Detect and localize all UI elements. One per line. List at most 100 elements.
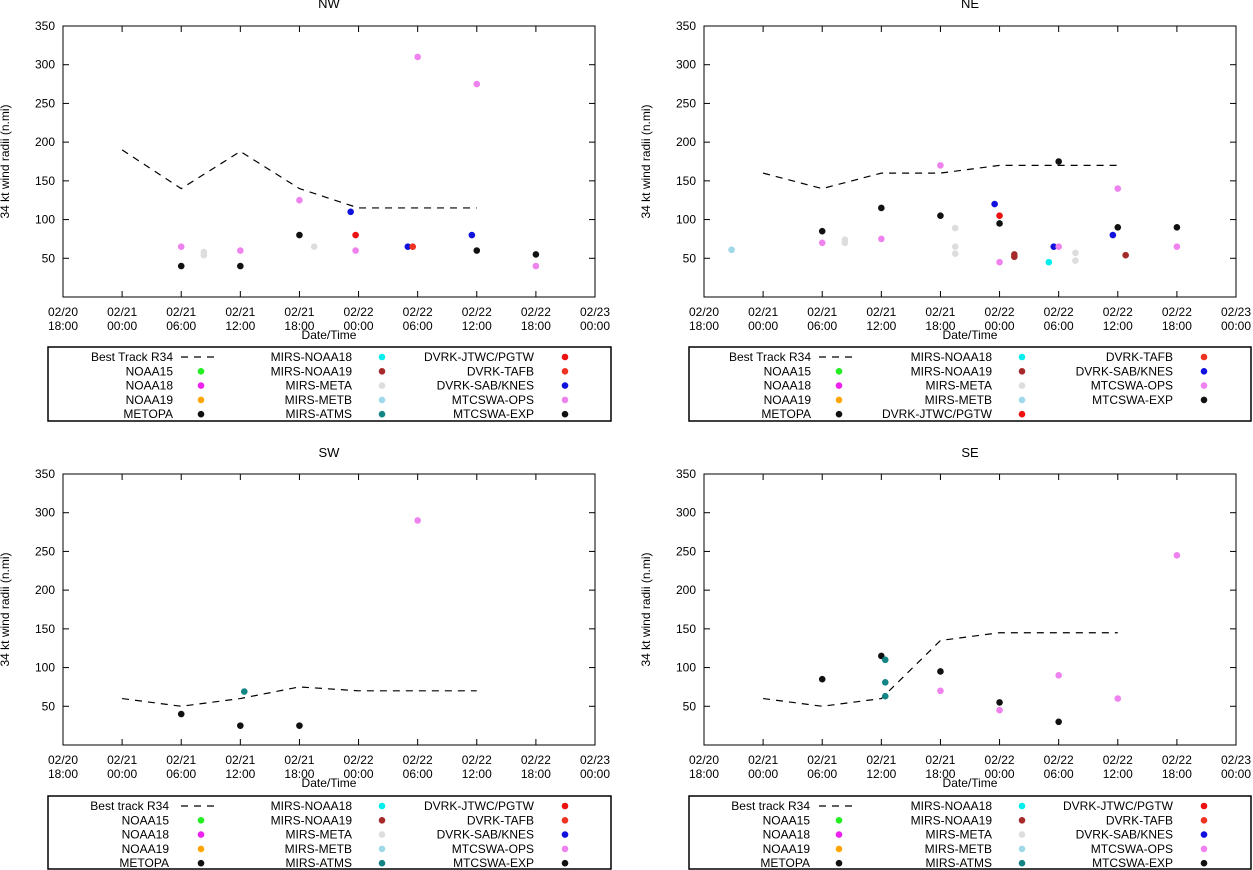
x-tick-label-time: 00:00 (580, 767, 610, 781)
legend-marker-mirs-noaa18 (1018, 802, 1026, 810)
x-tick-label-date: 02/21 (107, 305, 137, 319)
x-tick-label-time: 18:00 (48, 319, 78, 333)
x-tick-label-time: 00:00 (344, 319, 374, 333)
data-point-mtcswa-ops (996, 258, 1003, 266)
data-point-mirs-meta (951, 250, 959, 257)
legend-marker-mtcswa-exp (1200, 396, 1208, 404)
legend-label: NOAA15 (122, 813, 170, 827)
legend-label: Best track R34 (731, 799, 810, 813)
y-tick-label: 150 (35, 622, 55, 636)
y-tick-label: 300 (35, 506, 55, 520)
legend-marker-noaa19 (197, 396, 205, 404)
x-tick-label-date: 02/22 (985, 753, 1015, 767)
data-point-mtcswa-ops (296, 196, 303, 204)
x-tick-label-time: 00:00 (985, 319, 1015, 333)
best-track-line (121, 149, 477, 209)
legend-label: MIRS-METB (285, 393, 352, 407)
legend-marker-mtcswa-exp (561, 410, 569, 418)
legend-marker-dvrk-sab-knes (1200, 368, 1208, 375)
chart-title: NE (961, 0, 979, 11)
x-tick-label-date: 02/22 (1103, 305, 1133, 319)
data-point-metopa (532, 251, 540, 258)
y-tick-label: 350 (35, 467, 55, 481)
y-tick-label: 300 (35, 58, 55, 72)
legend-label: DVRK-TAFB (1106, 813, 1173, 827)
legend-label: MIRS-METB (285, 842, 352, 856)
chart-title: SW (319, 445, 341, 460)
legend-marker-dvrk-jtwc-pgtw (1018, 410, 1026, 418)
data-point-dvrk-jtwc-pgtw (996, 212, 1003, 219)
y-axis-label: 34 kt wind radii (n.mi) (639, 104, 653, 218)
legend-marker-noaa15 (197, 368, 205, 375)
y-tick-label: 250 (676, 96, 696, 110)
legend-marker-noaa15 (197, 817, 205, 824)
x-tick-label-date: 02/20 (48, 753, 78, 767)
x-tick-label-date: 02/20 (48, 305, 78, 319)
legend-marker-dvrk-tafb (561, 368, 569, 375)
x-tick-label-date: 02/22 (344, 753, 374, 767)
x-tick-label-date: 02/21 (284, 305, 314, 319)
data-point-mirs-atms (881, 678, 889, 686)
legend-label: NOAA19 (763, 842, 811, 856)
x-tick-label-time: 12:00 (225, 767, 255, 781)
x-tick-label-time: 12:00 (1103, 319, 1133, 333)
data-point-mirs-meta (1072, 257, 1079, 264)
y-tick-label: 150 (676, 622, 696, 636)
legend-marker-dvrk-sab-knes (561, 831, 569, 838)
y-tick-label: 350 (35, 19, 55, 33)
x-tick-label-time: 18:00 (1162, 767, 1192, 781)
y-tick-label: 100 (35, 661, 55, 675)
legend-marker-mtcswa-exp (561, 859, 569, 867)
data-point-mtcswa-ops (177, 243, 185, 250)
legend-marker-mirs-noaa18 (378, 802, 386, 810)
legend-label: DVRK-JTWC/PGTW (424, 350, 535, 364)
legend-label: Best Track R34 (91, 350, 173, 364)
data-point-mtcswa-ops (237, 247, 244, 254)
y-tick-label: 150 (35, 174, 55, 188)
legend-label: NOAA15 (126, 364, 174, 378)
x-tick-label-time: 18:00 (48, 767, 78, 781)
legend-label: MIRS-NOAA18 (271, 799, 353, 813)
data-point-mirs-atms (881, 692, 889, 700)
data-point-mirs-meta (1072, 249, 1079, 257)
legend-box (688, 795, 1252, 870)
data-point-mtcswa-ops (414, 517, 421, 524)
data-point-metopa (1114, 224, 1122, 231)
plot-frame (703, 25, 1237, 298)
data-point-mirs-atms (881, 656, 889, 664)
x-tick-label-time: 00:00 (107, 767, 137, 781)
data-point-dvrk-sab-knes (1050, 243, 1058, 250)
x-tick-label-date: 02/21 (866, 305, 896, 319)
y-tick-label: 250 (676, 544, 696, 558)
x-tick-label-time: 12:00 (866, 767, 896, 781)
data-point-mtcswa-ops (414, 53, 421, 61)
data-point-metopa (818, 675, 826, 683)
data-point-mtcswa-ops (937, 687, 944, 695)
x-tick-label-date: 02/22 (344, 305, 374, 319)
legend-label: MTCSWA-OPS (1091, 379, 1173, 393)
legend-box (688, 346, 1252, 422)
legend-label: MIRS-NOAA18 (271, 350, 353, 364)
y-tick-label: 250 (35, 96, 55, 110)
x-tick-label-time: 00:00 (344, 767, 374, 781)
legend-label: DVRK-SAB/KNES (1076, 828, 1173, 842)
x-tick-label-time: 12:00 (225, 319, 255, 333)
data-point-mirs-meta (951, 224, 959, 232)
legend-label: NOAA19 (126, 393, 174, 407)
x-tick-label-date: 02/21 (807, 753, 837, 767)
x-tick-label-date: 02/21 (166, 305, 196, 319)
legend-label: MIRS-META (286, 379, 352, 393)
legend-label: MIRS-NOAA18 (911, 799, 993, 813)
x-tick-label-date: 02/21 (284, 753, 314, 767)
data-point-mtcswa-ops (878, 235, 885, 243)
y-tick-label: 300 (676, 506, 696, 520)
y-tick-label: 350 (676, 19, 696, 33)
data-point-metopa (1173, 224, 1181, 231)
legend-marker-mtcswa-ops (1200, 845, 1208, 853)
plot-frame (62, 25, 596, 298)
legend-marker-mirs-metb (378, 396, 386, 404)
legend-marker-mtcswa-exp (1200, 859, 1208, 867)
x-tick-label-time: 06:00 (166, 767, 196, 781)
legend-marker-dvrk-jtwc-pgtw (561, 802, 569, 810)
